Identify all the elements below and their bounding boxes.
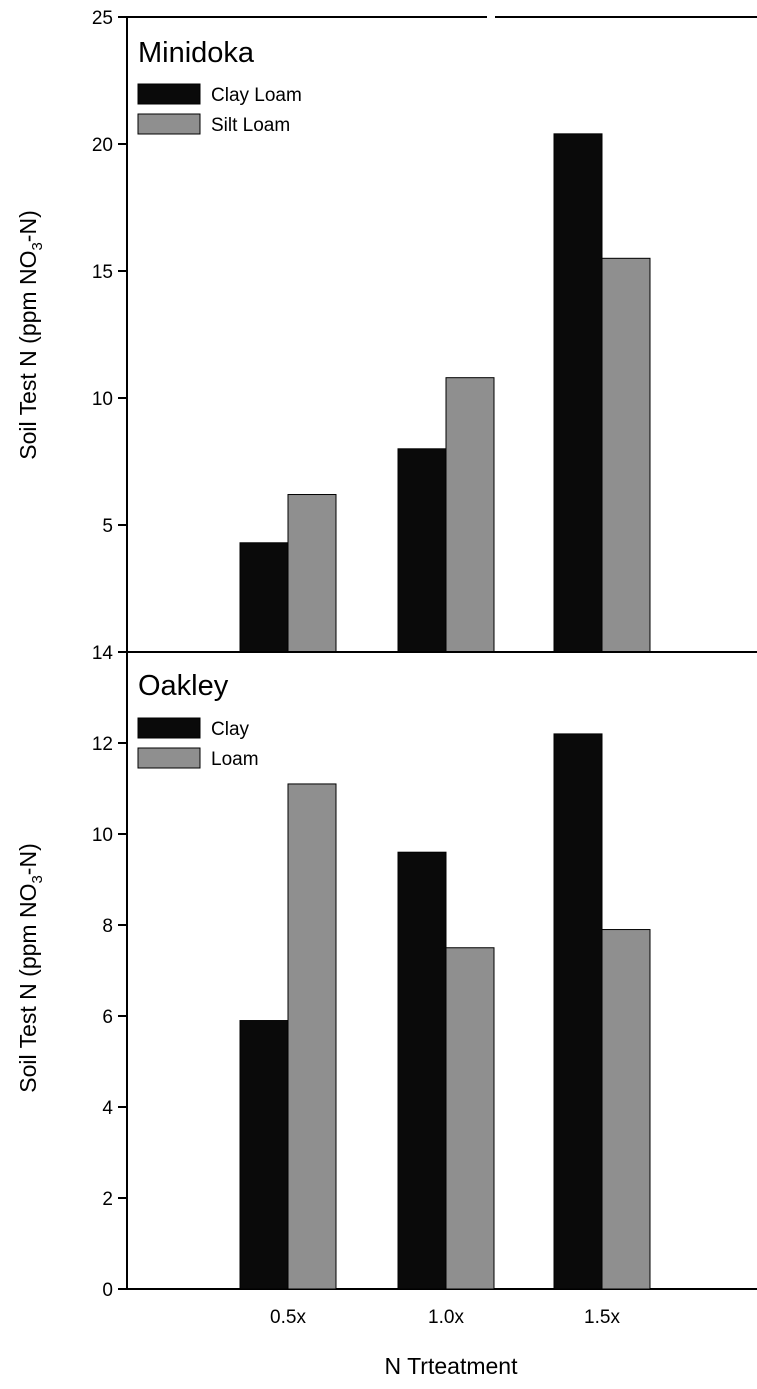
minidoka-y-ticks: 5 10 15 20 25 14 [92, 8, 127, 664]
minidoka-bar-silt-loam-1.5x [601, 257, 651, 653]
oakley-ylabel-main: Soil Test N (ppm NO [15, 884, 41, 1093]
oakley-ylabel-sub: 3 [29, 875, 46, 883]
oakley-y-tick-label: 8 [102, 916, 113, 937]
legend-label-loam: Loam [211, 749, 259, 770]
oakley-y-tick-label: 6 [102, 1007, 113, 1028]
minidoka-bar-silt-loam-1.0x [445, 377, 495, 653]
minidoka-panel: 5 10 15 20 25 14 Minidoka Clay Loam Silt Loam… [15, 8, 757, 664]
oakley-bar-loam-1.5x [601, 929, 651, 1290]
x-axis-tick-labels: 0.5x 1.0x 1.5x [270, 1307, 620, 1328]
minidoka-bar-clay-loam-0.5x [239, 542, 289, 653]
minidoka-bar-silt-loam-0.5x [287, 494, 337, 653]
minidoka-y-tick-label: 15 [92, 262, 113, 283]
oakley-y-tick-label: 0 [102, 1280, 113, 1301]
minidoka-bars [239, 133, 651, 653]
minidoka-panel-title: Minidoka [138, 37, 255, 69]
minidoka-ylabel-main: Soil Test N (ppm NO [15, 251, 41, 460]
minidoka-y-tick-label: 14 [92, 643, 114, 664]
minidoka-y-tick-label: 25 [92, 8, 113, 29]
minidoka-ylabel-tail: -N) [15, 210, 41, 242]
minidoka-ylabel-sub: 3 [29, 242, 46, 250]
legend-swatch-clay-loam [137, 83, 201, 105]
minidoka-bar-clay-loam-1.5x [553, 133, 603, 653]
legend-label-clay: Clay [211, 719, 250, 740]
x-tick-label: 1.0x [428, 1307, 464, 1328]
oakley-y-ticks: 0 2 4 6 8 10 12 [92, 734, 127, 1301]
oakley-bar-loam-1.0x [445, 947, 495, 1290]
oakley-ylabel-tail: -N) [15, 843, 41, 875]
oakley-y-tick-label: 2 [102, 1189, 113, 1210]
legend-swatch-silt-loam [137, 113, 201, 135]
oakley-y-tick-label: 10 [92, 825, 113, 846]
minidoka-y-tick-label: 20 [92, 135, 113, 156]
x-tick-label: 0.5x [270, 1307, 306, 1328]
x-tick-label: 1.5x [584, 1307, 620, 1328]
oakley-y-axis-title: Soil Test N (ppm NO3-N) [15, 843, 46, 1092]
oakley-y-tick-label: 12 [92, 734, 113, 755]
x-axis-title: N Trteatment [385, 1353, 519, 1379]
legend-swatch-clay [137, 717, 201, 739]
legend-label-clay-loam: Clay Loam [211, 85, 302, 106]
legend-label-silt-loam: Silt Loam [211, 115, 290, 136]
legend-swatch-loam [137, 747, 201, 769]
minidoka-y-tick-label: 5 [102, 516, 113, 537]
oakley-bars [239, 733, 651, 1290]
oakley-bar-clay-1.5x [553, 733, 603, 1290]
minidoka-bar-clay-loam-1.0x [397, 448, 447, 653]
oakley-panel-title: Oakley [138, 670, 229, 702]
minidoka-y-tick-label: 10 [92, 389, 113, 410]
oakley-bar-loam-0.5x [287, 783, 337, 1290]
minidoka-y-axis-title: Soil Test N (ppm NO3-N) [15, 210, 46, 459]
oakley-legend: Clay Loam [137, 717, 259, 770]
oakley-bar-clay-1.0x [397, 851, 447, 1290]
oakley-bar-clay-0.5x [239, 1020, 289, 1290]
minidoka-legend: Clay Loam Silt Loam [137, 83, 302, 136]
oakley-y-tick-label: 4 [102, 1098, 113, 1119]
